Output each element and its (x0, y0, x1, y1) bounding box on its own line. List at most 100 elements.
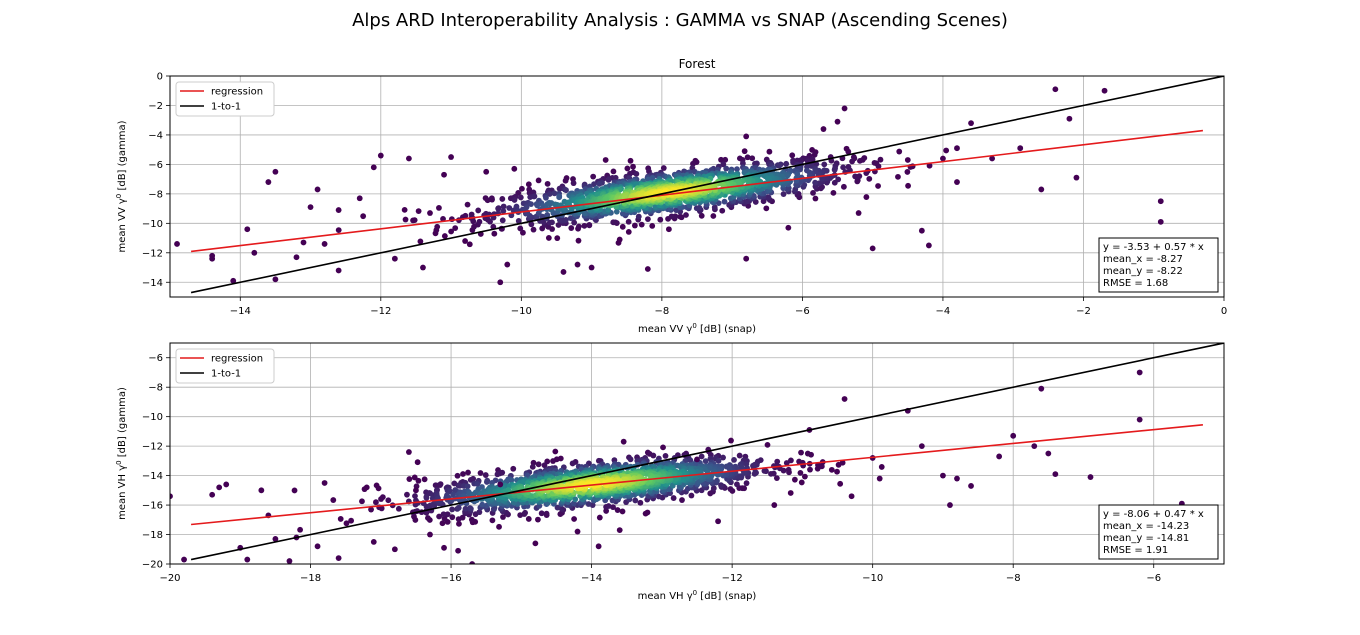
scatter-point (665, 226, 672, 233)
scatter-point (337, 516, 344, 522)
scatter-point (698, 453, 705, 460)
y-tick-label: −18 (142, 530, 163, 541)
legend-entry: regression (211, 354, 263, 365)
scatter-point (810, 190, 816, 196)
scatter-point (482, 472, 489, 478)
scatter-point (954, 475, 960, 482)
legend-entry: 1-to-1 (211, 369, 241, 380)
scatter-point (544, 212, 551, 218)
scatter-point (528, 201, 534, 208)
scatter-point (875, 183, 881, 189)
scatter-point (1052, 86, 1059, 93)
stats-line: RMSE = 1.91 (1103, 545, 1168, 556)
scatter-point (529, 463, 536, 470)
scatter-point (373, 499, 379, 506)
scatter-point (1038, 385, 1045, 392)
scatter-point (878, 464, 885, 470)
scatter-point (552, 448, 559, 455)
scatter-point (455, 547, 461, 554)
scatter-point (619, 210, 626, 217)
scatter-point (612, 174, 619, 181)
scatter-point (710, 485, 717, 492)
scatter-point (456, 482, 463, 489)
scatter-point (857, 157, 863, 164)
scatter-point (613, 208, 620, 215)
scatter-point (540, 202, 546, 209)
scatter-point (1052, 471, 1059, 478)
scatter-point (679, 497, 685, 503)
scatter-point (181, 556, 187, 563)
scatter-point (677, 213, 684, 220)
scatter-point (711, 204, 718, 211)
scatter-point (434, 223, 441, 230)
scatter-point (763, 205, 770, 212)
scatter-point (718, 156, 724, 163)
scatter-point (749, 155, 756, 162)
scatter-point (694, 456, 700, 463)
scatter-point (568, 225, 575, 231)
scatter-point (616, 236, 623, 243)
scatter-point (780, 191, 787, 197)
stats-line: mean_y = -8.22 (1103, 266, 1183, 277)
scatter-point (300, 239, 307, 246)
scatter-point (828, 466, 835, 473)
scatter-point (696, 204, 703, 211)
scatter-point (644, 266, 651, 272)
tick-labels: −14 −12 −10 −8 −6 −4 −2 0 −14 −12 −10 −8 −6 −4 −2 0 (142, 72, 1227, 318)
scatter-point (736, 452, 743, 459)
scatter-point (783, 460, 790, 466)
scatter-point (761, 468, 768, 474)
scatter-point (743, 133, 750, 140)
scatter-point (363, 484, 370, 491)
scatter-point (741, 148, 748, 155)
scatter-point (500, 203, 507, 210)
scatter-point (511, 197, 518, 203)
scatter-point (720, 181, 727, 188)
scatter-point (272, 536, 279, 542)
scatter-point (321, 241, 328, 247)
scatter-point (869, 245, 876, 252)
scatter-point (258, 487, 265, 494)
scatter-point (562, 177, 569, 184)
scatter-point (297, 526, 304, 533)
x-tick-label: −8 (654, 306, 669, 317)
scatter-point (484, 197, 491, 204)
scatter-point (476, 218, 483, 225)
scatter-point (683, 212, 689, 218)
scatter-point (1038, 186, 1045, 193)
scatter-point (837, 480, 844, 487)
scatter-point (479, 501, 486, 508)
scatter-point (404, 491, 410, 498)
scatter-point (644, 509, 651, 516)
scatter-point (845, 148, 852, 155)
scatter-point (411, 474, 418, 481)
scatter-point (412, 493, 418, 499)
scatter-point (530, 226, 537, 233)
x-tick-label: −12 (722, 573, 743, 584)
scatter-point (918, 443, 925, 450)
scatter-point (596, 514, 603, 521)
scatter-point (726, 466, 733, 472)
scatter-point (414, 459, 421, 466)
scatter-point (657, 216, 664, 223)
scatter-point (415, 477, 422, 484)
scatter-point (812, 195, 819, 202)
scatter-point (809, 156, 816, 163)
scatter-point (1010, 432, 1017, 439)
scatter-point (637, 499, 644, 506)
x-tick-label: −10 (862, 573, 883, 584)
scatter-point (489, 196, 495, 203)
scatter-point (575, 223, 582, 230)
y-tick-label: −14 (142, 278, 163, 289)
scatter-point (1136, 369, 1143, 376)
scatter-point (370, 164, 377, 171)
scatter-point (797, 469, 804, 476)
scatter-point (291, 487, 298, 494)
x-tick-label: −14 (581, 573, 602, 584)
scatter-point (460, 471, 466, 477)
scatter-point (1101, 87, 1108, 94)
vh-scatter-panel: −20 −18 −16 −14 −12 −10 −8 −6 −20 −18 −16 −14 −12 −10… (115, 342, 1225, 602)
x-tick-label: −12 (370, 306, 391, 317)
scatter-point (531, 193, 537, 200)
